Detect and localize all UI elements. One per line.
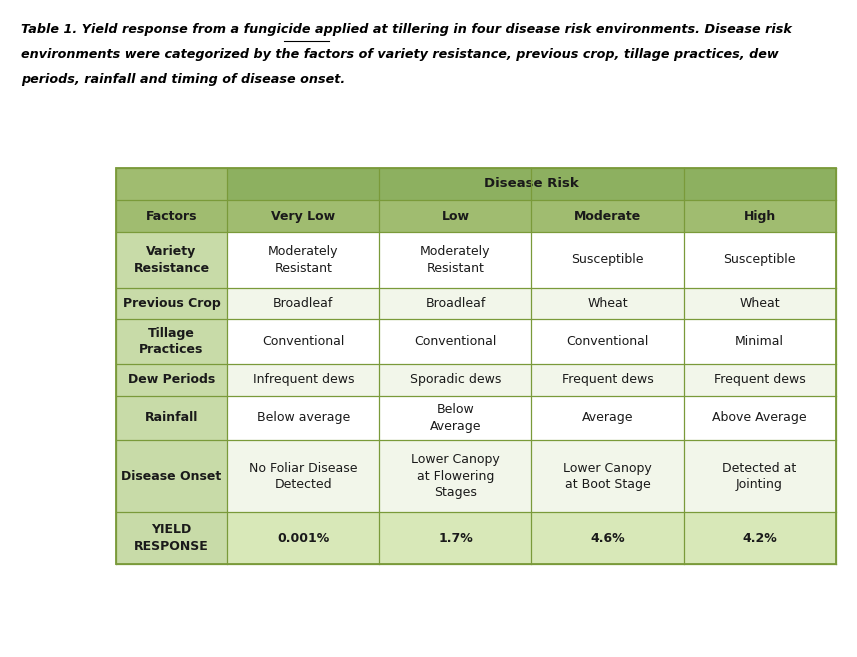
Bar (116, 168, 836, 564)
Bar (531, 512, 684, 564)
Text: Variety
Resistance: Variety Resistance (134, 245, 210, 275)
Bar (684, 440, 836, 512)
Bar (227, 396, 380, 440)
Text: Rainfall: Rainfall (145, 411, 198, 424)
Text: 1.7%: 1.7% (438, 532, 473, 545)
Text: Wheat: Wheat (740, 297, 780, 310)
Text: Conventional: Conventional (566, 335, 649, 348)
Text: Dew Periods: Dew Periods (128, 373, 215, 386)
Bar (684, 364, 836, 396)
Bar (227, 232, 380, 288)
Bar (116, 319, 227, 364)
Bar (684, 512, 836, 564)
Text: Minimal: Minimal (735, 335, 784, 348)
Bar (531, 232, 684, 288)
Bar (116, 440, 227, 512)
Text: High: High (743, 210, 776, 223)
Text: Table 1. Yield response from a fungicide applied at tillering in four disease ri: Table 1. Yield response from a fungicide… (21, 23, 793, 36)
Text: 4.2%: 4.2% (742, 532, 777, 545)
Text: Average: Average (582, 411, 633, 424)
Bar (227, 512, 380, 564)
Text: Conventional: Conventional (262, 335, 345, 348)
Bar (116, 396, 227, 440)
Bar (380, 440, 531, 512)
Text: environments were categorized by the factors of variety resistance, previous cro: environments were categorized by the fac… (21, 48, 779, 61)
Bar (380, 396, 531, 440)
Bar (380, 319, 531, 364)
Text: Susceptible: Susceptible (572, 254, 644, 266)
Bar (531, 440, 684, 512)
Text: Frequent dews: Frequent dews (714, 373, 806, 386)
Bar (116, 512, 227, 564)
Bar (227, 200, 380, 232)
Bar (116, 232, 227, 288)
Text: Wheat: Wheat (587, 297, 628, 310)
Text: Disease Onset: Disease Onset (122, 470, 222, 483)
Bar (531, 364, 684, 396)
Bar (380, 200, 531, 232)
Bar (116, 364, 227, 396)
Bar (227, 440, 380, 512)
Text: Susceptible: Susceptible (723, 254, 796, 266)
Bar (227, 168, 836, 200)
Text: Above Average: Above Average (712, 411, 806, 424)
Bar (684, 319, 836, 364)
Text: 4.6%: 4.6% (590, 532, 625, 545)
Text: Lower Canopy
at Flowering
Stages: Lower Canopy at Flowering Stages (411, 453, 500, 499)
Bar (227, 288, 380, 319)
Text: Lower Canopy
at Boot Stage: Lower Canopy at Boot Stage (563, 462, 652, 491)
Bar (531, 319, 684, 364)
Bar (116, 200, 227, 232)
Bar (531, 288, 684, 319)
Text: Below
Average: Below Average (429, 403, 482, 432)
Text: Detected at
Jointing: Detected at Jointing (722, 462, 797, 491)
Bar (684, 396, 836, 440)
Bar (380, 512, 531, 564)
Bar (531, 396, 684, 440)
Text: Factors: Factors (146, 210, 197, 223)
Text: Moderate: Moderate (574, 210, 641, 223)
Text: Sporadic dews: Sporadic dews (410, 373, 501, 386)
Text: periods, rainfall and timing of disease onset.: periods, rainfall and timing of disease … (21, 73, 345, 86)
Text: Frequent dews: Frequent dews (561, 373, 653, 386)
Bar (116, 288, 227, 319)
Text: Moderately
Resistant: Moderately Resistant (268, 245, 339, 275)
Bar (684, 288, 836, 319)
Bar (380, 232, 531, 288)
Text: Moderately
Resistant: Moderately Resistant (420, 245, 491, 275)
Text: Broadleaf: Broadleaf (273, 297, 333, 310)
Bar (227, 319, 380, 364)
Bar (227, 364, 380, 396)
Text: Broadleaf: Broadleaf (425, 297, 486, 310)
Bar (684, 232, 836, 288)
Text: Low: Low (441, 210, 470, 223)
Bar (116, 168, 227, 200)
Bar (684, 200, 836, 232)
Bar (531, 200, 684, 232)
Text: YIELD
RESPONSE: YIELD RESPONSE (135, 524, 209, 553)
Text: Tillage
Practices: Tillage Practices (140, 327, 204, 356)
Bar (380, 364, 531, 396)
Text: Conventional: Conventional (414, 335, 497, 348)
Bar (380, 288, 531, 319)
Text: Very Low: Very Low (272, 210, 335, 223)
Text: No Foliar Disease
Detected: No Foliar Disease Detected (249, 462, 357, 491)
Text: Previous Crop: Previous Crop (123, 297, 220, 310)
Text: Disease Risk: Disease Risk (484, 177, 578, 191)
Text: Infrequent dews: Infrequent dews (253, 373, 354, 386)
Text: 0.001%: 0.001% (278, 532, 330, 545)
Text: Below average: Below average (257, 411, 350, 424)
